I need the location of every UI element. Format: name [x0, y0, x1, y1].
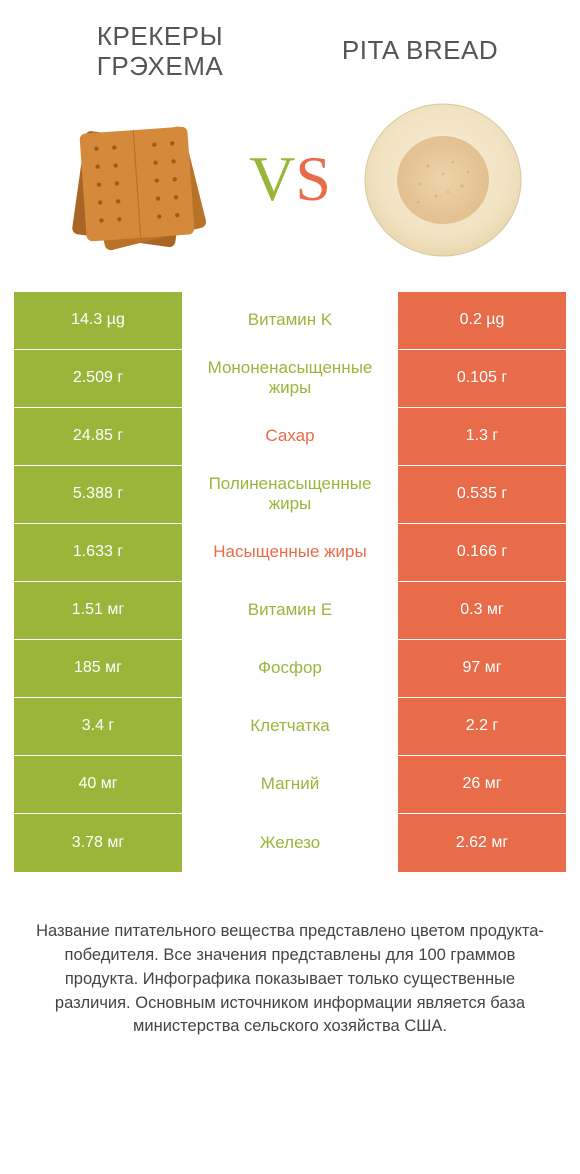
table-row: 1.51 мгВитамин E0.3 мг [14, 582, 566, 640]
vs-label: VS [249, 147, 331, 211]
right-value: 2.62 мг [398, 814, 566, 872]
right-value: 0.166 г [398, 524, 566, 581]
right-product-title: PITA BREAD [290, 36, 550, 66]
right-value: 0.105 г [398, 350, 566, 407]
vs-v: V [249, 143, 295, 214]
right-value: 0.535 г [398, 466, 566, 523]
right-value: 2.2 г [398, 698, 566, 755]
left-product-title: КРЕКЕРЫ ГРЭХЕМА [30, 22, 290, 82]
table-row: 3.4 гКлетчатка2.2 г [14, 698, 566, 756]
left-value: 2.509 г [14, 350, 182, 407]
left-value: 3.4 г [14, 698, 182, 755]
right-value: 0.3 мг [398, 582, 566, 639]
left-value: 5.388 г [14, 466, 182, 523]
left-value: 1.51 мг [14, 582, 182, 639]
vs-row: VS [0, 82, 580, 292]
footer-note: Название питательного вещества представл… [0, 872, 580, 1040]
right-value: 0.2 µg [398, 292, 566, 349]
nutrient-label: Клетчатка [182, 698, 398, 755]
nutrient-label: Фосфор [182, 640, 398, 697]
nutrient-label: Мононенасыщенные жиры [182, 350, 398, 407]
nutrient-label: Полиненасыщенные жиры [182, 466, 398, 523]
header-right: PITA BREAD [290, 22, 550, 66]
nutrient-label: Сахар [182, 408, 398, 465]
table-row: 24.85 гСахар1.3 г [14, 408, 566, 466]
nutrient-label: Витамин E [182, 582, 398, 639]
header-left: КРЕКЕРЫ ГРЭХЕМА [30, 22, 290, 82]
nutrient-label: Насыщенные жиры [182, 524, 398, 581]
right-value: 1.3 г [398, 408, 566, 465]
table-row: 40 мгМагний26 мг [14, 756, 566, 814]
right-value: 97 мг [398, 640, 566, 697]
pita-bread-icon [358, 94, 528, 264]
left-value: 1.633 г [14, 524, 182, 581]
left-value: 24.85 г [14, 408, 182, 465]
right-product-image [335, 94, 552, 264]
infographic-root: КРЕКЕРЫ ГРЭХЕМА PITA BREAD [0, 0, 580, 1174]
table-row: 3.78 мгЖелезо2.62 мг [14, 814, 566, 872]
left-product-image [28, 104, 245, 254]
table-row: 1.633 гНасыщенные жиры0.166 г [14, 524, 566, 582]
table-row: 14.3 µgВитамин K0.2 µg [14, 292, 566, 350]
comparison-table: 14.3 µgВитамин K0.2 µg2.509 гМононенасыщ… [0, 292, 580, 872]
nutrient-label: Витамин K [182, 292, 398, 349]
nutrient-label: Магний [182, 756, 398, 813]
table-row: 2.509 гМононенасыщенные жиры0.105 г [14, 350, 566, 408]
vs-s: S [295, 143, 331, 214]
left-value: 185 мг [14, 640, 182, 697]
nutrient-label: Железо [182, 814, 398, 872]
left-value: 40 мг [14, 756, 182, 813]
right-value: 26 мг [398, 756, 566, 813]
left-value: 3.78 мг [14, 814, 182, 872]
graham-cracker-icon [52, 104, 222, 254]
header: КРЕКЕРЫ ГРЭХЕМА PITA BREAD [0, 0, 580, 82]
table-row: 185 мгФосфор97 мг [14, 640, 566, 698]
table-row: 5.388 гПолиненасыщенные жиры0.535 г [14, 466, 566, 524]
left-value: 14.3 µg [14, 292, 182, 349]
